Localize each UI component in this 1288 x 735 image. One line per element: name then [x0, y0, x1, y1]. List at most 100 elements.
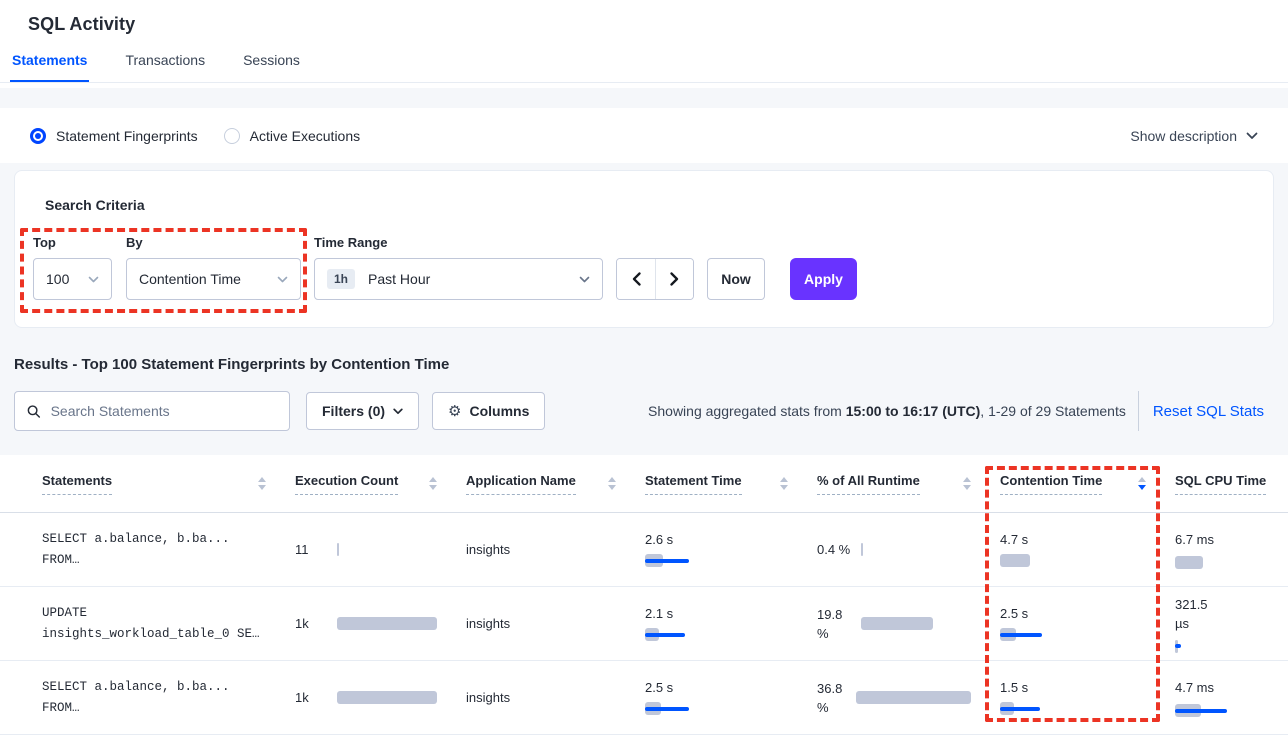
execution-count-bar [337, 543, 339, 556]
application-name-cell: insights [451, 541, 630, 559]
sort-icon [429, 477, 437, 490]
column-header-label: Statements [42, 473, 113, 495]
contention-time-value: 1.5 s [1000, 680, 1029, 695]
application-name-value: insights [466, 689, 511, 705]
contention-time-bar [1000, 702, 1140, 715]
chevron-down-icon [579, 276, 590, 283]
view-toggle-bar: Statement Fingerprints Active Executions… [0, 108, 1288, 163]
contention-time-bar [1000, 628, 1140, 641]
radio-active-executions[interactable]: Active Executions [223, 127, 360, 144]
reset-sql-stats-link[interactable]: Reset SQL Stats [1152, 402, 1264, 420]
sql-cpu-time-cell: 4.7 ms [1160, 678, 1288, 717]
top-select[interactable]: 100 [33, 258, 112, 300]
columns-label: Columns [469, 403, 530, 419]
time-range-value: Past Hour [368, 271, 431, 287]
chevron-left-icon [632, 272, 641, 286]
table-row: UPDATE insights_workload_table_0 SE… 1k … [0, 587, 1288, 661]
contention-time-cell: 4.7 s [985, 532, 1160, 567]
time-range-pager [616, 258, 694, 300]
search-statements-input[interactable] [50, 403, 277, 419]
radio-statement-fingerprints[interactable]: Statement Fingerprints [30, 127, 198, 144]
statement-time-value: 2.6 s [645, 532, 674, 547]
search-criteria-heading: Search Criteria [45, 197, 145, 213]
tab-statements[interactable]: Statements [10, 52, 90, 82]
time-range-select[interactable]: 1h Past Hour [314, 258, 603, 300]
by-select-value: Contention Time [139, 271, 241, 287]
statement-time-cell: 2.1 s [630, 606, 802, 641]
statement-time-cell: 2.5 s [630, 680, 802, 715]
runtime-pct-value: 19.8 % [817, 606, 843, 641]
stats-prefix: Showing aggregated stats from [648, 403, 846, 419]
stats-suffix: , 1-29 of 29 Statements [980, 403, 1126, 419]
statement-text-line1: SELECT a.balance, b.ba... [42, 679, 230, 694]
contention-time-bar [1000, 554, 1140, 567]
sql-cpu-time-cell: 6.7 ms [1160, 530, 1288, 569]
execution-count-value: 1k [295, 616, 309, 631]
statement-time-value: 2.5 s [645, 680, 674, 695]
now-button[interactable]: Now [707, 258, 765, 300]
show-description-toggle[interactable]: Show description [1130, 128, 1258, 144]
columns-button[interactable]: ⚙ Columns [432, 392, 546, 430]
prev-time-button[interactable] [617, 259, 655, 299]
runtime-pct-value: 36.8 % [817, 680, 843, 715]
statement-time-bar [645, 554, 785, 567]
column-header-statements[interactable]: Statements [0, 473, 280, 495]
top-field: Top 100 [33, 235, 112, 300]
filters-label: Filters (0) [322, 403, 386, 419]
top-select-value: 100 [46, 271, 70, 287]
table-header-row: Statements Execution Count Application N… [0, 455, 1288, 513]
next-time-button[interactable] [655, 259, 693, 299]
sql-cpu-time-bar [1175, 556, 1288, 569]
runtime-pct-cell: 36.8 % [802, 679, 985, 717]
sql-cpu-time-cell: 321.5 µs [1160, 595, 1288, 653]
statement-link[interactable]: SELECT a.balance, b.ba... FROM… [0, 529, 280, 571]
sql-cpu-time-value: 6.7 ms [1175, 532, 1215, 547]
runtime-pct-cell: 19.8 % [802, 605, 985, 643]
search-criteria-panel: Search Criteria Top 100 By Contention Ti… [14, 170, 1274, 328]
tab-sessions[interactable]: Sessions [243, 52, 300, 68]
by-select[interactable]: Contention Time [126, 258, 301, 300]
statement-time-value: 2.1 s [645, 606, 674, 621]
column-header-statement-time[interactable]: Statement Time [630, 473, 802, 495]
filters-button[interactable]: Filters (0) [306, 392, 420, 430]
chevron-right-icon [670, 272, 679, 286]
execution-count-cell: 11 [280, 542, 451, 557]
statement-text-line2: insights_workload_table_0 SE… [42, 626, 260, 641]
statement-link[interactable]: UPDATE insights_workload_table_0 SE… [0, 603, 280, 645]
column-header-contention-time[interactable]: Contention Time [985, 473, 1160, 495]
results-heading: Results - Top 100 Statement Fingerprints… [14, 356, 450, 373]
sql-cpu-time-bar [1175, 639, 1288, 653]
execution-count-value: 1k [295, 690, 309, 705]
application-name-value: insights [466, 615, 511, 631]
column-header-sql-cpu-time[interactable]: SQL CPU Time [1160, 473, 1288, 495]
chevron-down-icon [1246, 132, 1258, 139]
contention-time-cell: 1.5 s [985, 680, 1160, 715]
application-name-cell: insights [451, 689, 630, 707]
runtime-pct-cell: 0.4 % [802, 540, 985, 559]
chevron-down-icon [277, 276, 288, 283]
sort-icon-active [1138, 477, 1146, 490]
runtime-pct-bar [855, 691, 971, 704]
column-header-application-name[interactable]: Application Name [451, 473, 630, 495]
apply-button[interactable]: Apply [790, 258, 857, 300]
table-row: SELECT a.balance, b.ba... FROM… 11 insig… [0, 513, 1288, 587]
statement-text-line1: UPDATE [42, 605, 88, 620]
column-header-execution-count[interactable]: Execution Count [280, 473, 451, 495]
sort-icon [963, 477, 971, 490]
tab-transactions[interactable]: Transactions [125, 52, 206, 68]
statement-time-cell: 2.6 s [630, 532, 802, 567]
toolbar-divider [1137, 391, 1139, 431]
statements-table: Statements Execution Count Application N… [0, 455, 1288, 735]
page-header: SQL Activity Statements Transactions Ses… [0, 0, 1288, 88]
statement-link[interactable]: SELECT a.balance, b.ba... FROM… [0, 677, 280, 719]
column-header-runtime-pct[interactable]: % of All Runtime [802, 473, 985, 495]
contention-time-cell: 2.5 s [985, 606, 1160, 641]
page-title: SQL Activity [28, 14, 136, 34]
sql-cpu-time-value: 321.5 µs [1175, 596, 1208, 631]
statement-time-bar [645, 702, 785, 715]
sql-cpu-time-bar [1175, 704, 1288, 717]
runtime-pct-bar [861, 617, 933, 630]
radio-unselected-icon [223, 127, 240, 144]
radio-label: Statement Fingerprints [56, 127, 198, 144]
contention-time-value: 2.5 s [1000, 606, 1029, 621]
